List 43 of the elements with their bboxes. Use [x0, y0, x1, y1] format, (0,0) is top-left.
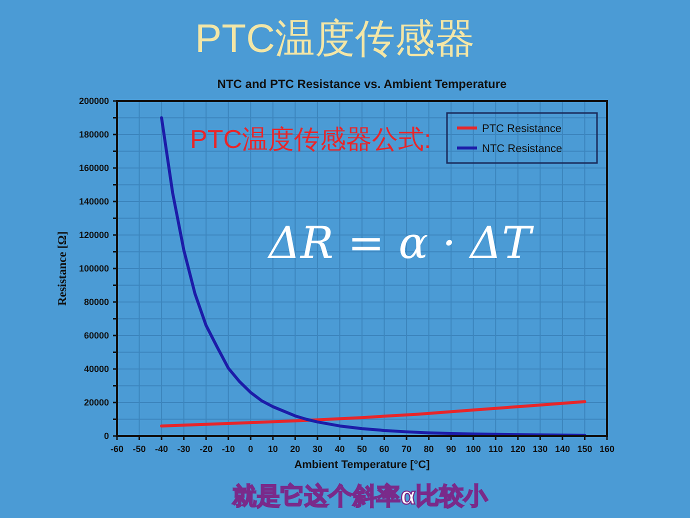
x-tick-label: 10	[268, 444, 278, 454]
y-tick-label: 200000	[78, 96, 109, 106]
x-tick-label: -40	[155, 444, 168, 454]
x-tick-label: 110	[488, 444, 503, 454]
x-tick-label: 130	[532, 444, 548, 454]
legend-label: PTC Resistance	[482, 123, 562, 135]
x-tick-label: 160	[599, 444, 615, 454]
text: 就是它这个斜率α比较小	[232, 482, 488, 510]
y-tick-label: 100000	[78, 264, 109, 274]
x-tick-label: -60	[110, 444, 124, 454]
x-tick-label: 0	[248, 444, 254, 454]
chart-title: PTC温度传感器	[195, 17, 475, 61]
x-tick-label: 140	[554, 444, 570, 454]
y-tick-label: 140000	[78, 196, 109, 206]
y-axis-title: Resistance [Ω]	[55, 231, 69, 306]
x-tick-label: 150	[577, 444, 592, 454]
x-tick-label: 80	[424, 444, 434, 454]
x-tick-label: 120	[510, 444, 526, 454]
x-axis-title: Ambient Temperature [°C]	[294, 459, 430, 471]
x-tick-label: 100	[466, 444, 481, 454]
x-tick-label: -30	[177, 444, 190, 454]
annotation: PTC温度传感器公式:	[190, 124, 432, 154]
x-tick-label: 20	[290, 444, 300, 454]
y-tick-label: 20000	[84, 398, 109, 408]
x-tick-label: 90	[446, 444, 456, 454]
y-tick-label: 160000	[78, 163, 109, 173]
x-tick-label: 60	[379, 444, 390, 454]
legend-label: NTC Resistance	[482, 143, 562, 155]
x-tick-label: 50	[356, 444, 368, 454]
y-tick-label: 120000	[78, 230, 109, 240]
x-tick-label: -20	[200, 444, 213, 454]
y-tick-label: 80000	[84, 297, 109, 307]
chart-subtitle: NTC and PTC Resistance vs. Ambient Temperature	[217, 77, 508, 91]
y-tick-label: 0	[104, 431, 109, 441]
y-tick-label: 60000	[84, 330, 109, 340]
annotation: ΔR = α · ΔT	[266, 218, 535, 269]
x-tick-label: -10	[222, 444, 235, 454]
x-tick-label: 40	[334, 444, 345, 454]
y-tick-label: 40000	[84, 364, 109, 374]
x-tick-label: 70	[402, 444, 412, 454]
x-tick-label: 30	[312, 444, 322, 454]
y-tick-label: 180000	[78, 130, 109, 140]
x-tick-label: -50	[132, 444, 146, 454]
